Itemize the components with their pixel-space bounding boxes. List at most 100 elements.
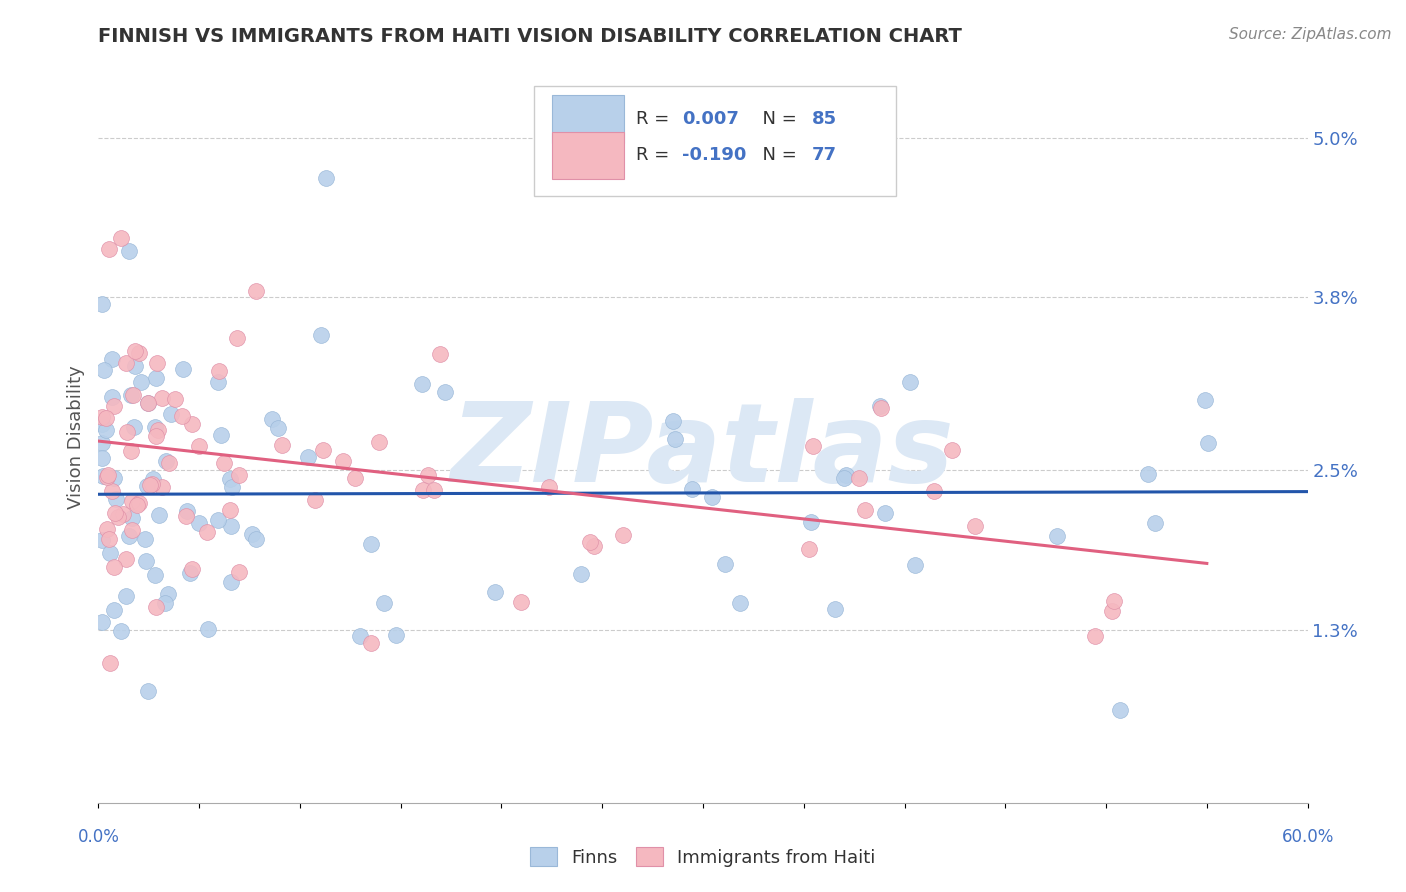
FancyBboxPatch shape — [551, 95, 624, 143]
Point — [1084, 629, 1107, 643]
Point — [157, 456, 180, 470]
Point — [209, 428, 232, 442]
Point — [170, 409, 193, 423]
Point — [412, 483, 434, 497]
Point — [91, 417, 114, 431]
FancyBboxPatch shape — [551, 132, 624, 179]
Point — [662, 414, 685, 428]
Point — [870, 401, 893, 415]
Point — [122, 388, 145, 402]
Point — [107, 510, 129, 524]
Point — [91, 469, 114, 483]
Point — [143, 420, 166, 434]
Point — [304, 492, 326, 507]
Point — [94, 410, 117, 425]
Point — [98, 545, 121, 559]
Point — [245, 284, 267, 298]
Point — [98, 532, 121, 546]
Point — [118, 244, 141, 258]
Point — [91, 436, 114, 450]
Point — [96, 470, 118, 484]
Point — [1101, 603, 1123, 617]
Point — [145, 371, 167, 385]
Point — [344, 471, 367, 485]
Point — [423, 483, 446, 497]
Point — [100, 390, 122, 404]
Point — [869, 399, 891, 413]
Point — [96, 523, 118, 537]
Text: N =: N = — [751, 110, 803, 128]
Point — [98, 656, 121, 670]
Text: 0.0%: 0.0% — [77, 828, 120, 846]
Point — [297, 450, 319, 464]
Point — [728, 596, 751, 610]
Point — [115, 425, 138, 439]
Point — [174, 508, 197, 523]
Point — [155, 454, 177, 468]
Text: FINNISH VS IMMIGRANTS FROM HAITI VISION DISABILITY CORRELATION CHART: FINNISH VS IMMIGRANTS FROM HAITI VISION … — [98, 27, 962, 45]
Point — [800, 515, 823, 529]
Point — [271, 438, 294, 452]
Point — [262, 412, 284, 426]
Point — [121, 523, 143, 537]
Point — [433, 385, 456, 400]
Point — [146, 356, 169, 370]
Point — [129, 375, 152, 389]
Point — [91, 409, 114, 424]
Point — [510, 594, 533, 608]
Point — [110, 230, 132, 244]
Point — [180, 562, 202, 576]
Point — [700, 490, 723, 504]
Point — [212, 456, 235, 470]
Point — [136, 479, 159, 493]
Text: Source: ZipAtlas.com: Source: ZipAtlas.com — [1229, 27, 1392, 42]
Point — [245, 532, 267, 546]
Point — [228, 565, 250, 579]
Point — [125, 498, 148, 512]
Point — [145, 600, 167, 615]
Y-axis label: Vision Disability: Vision Disability — [66, 365, 84, 509]
Point — [429, 347, 451, 361]
Point — [219, 574, 242, 589]
Point — [139, 478, 162, 492]
Point — [160, 407, 183, 421]
Point — [360, 636, 382, 650]
Point — [309, 327, 332, 342]
Point — [135, 554, 157, 568]
Point — [112, 507, 135, 521]
Point — [93, 363, 115, 377]
Point — [484, 585, 506, 599]
Text: N =: N = — [751, 146, 803, 164]
Point — [110, 624, 132, 638]
Point — [207, 513, 229, 527]
Point — [145, 429, 167, 443]
Point — [1197, 435, 1219, 450]
Point — [824, 602, 846, 616]
Point — [118, 528, 141, 542]
Point — [101, 484, 124, 499]
Text: ZIPatlas: ZIPatlas — [451, 398, 955, 505]
Point — [411, 377, 433, 392]
Point — [219, 518, 242, 533]
Point — [941, 442, 963, 457]
Point — [176, 504, 198, 518]
Point — [103, 603, 125, 617]
Point — [965, 518, 987, 533]
Point — [179, 566, 201, 580]
Point — [416, 468, 439, 483]
Point — [91, 450, 114, 465]
Point — [136, 683, 159, 698]
Point — [150, 391, 173, 405]
Point — [664, 432, 686, 446]
Point — [873, 506, 896, 520]
Point — [138, 396, 160, 410]
Point — [207, 375, 229, 389]
Point — [146, 423, 169, 437]
Point — [120, 444, 142, 458]
Point — [714, 558, 737, 572]
Point — [315, 170, 337, 185]
Point — [1137, 467, 1160, 482]
Point — [121, 511, 143, 525]
Point — [898, 375, 921, 389]
Point — [1143, 516, 1166, 530]
